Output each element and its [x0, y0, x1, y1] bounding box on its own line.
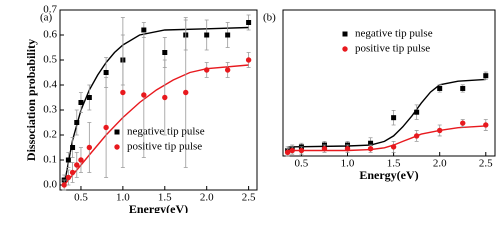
x-tick-label: 1.5: [387, 158, 401, 170]
point: [436, 127, 443, 134]
point: [141, 27, 147, 33]
point: [78, 157, 84, 163]
y-tick-label: 0.0: [43, 179, 57, 191]
y-tick-label: 0.5: [43, 54, 57, 66]
point: [162, 50, 168, 55]
point: [74, 120, 80, 125]
point: [86, 144, 93, 151]
fit-line: [63, 26, 249, 186]
point: [414, 109, 420, 115]
point: [69, 169, 76, 176]
point: [344, 146, 351, 152]
fit-line: [63, 64, 249, 186]
x-tick-label: 2.0: [200, 192, 214, 204]
plot-frame: [282, 9, 496, 157]
point: [204, 67, 210, 73]
point: [74, 162, 80, 168]
panel-label: (b): [263, 12, 276, 24]
y-axis-label: Dissociation probability: [24, 39, 38, 161]
point: [78, 100, 84, 105]
point: [86, 95, 92, 100]
point: [224, 67, 231, 73]
point: [65, 174, 72, 181]
point: [298, 147, 305, 154]
y-tick-label: 0.7: [43, 4, 57, 16]
point: [321, 146, 328, 152]
panel-label: (a): [40, 12, 53, 24]
x-tick-label: 2.0: [433, 158, 447, 170]
y-tick-label: 0.1: [43, 154, 57, 166]
y-tick-label: 0.4: [43, 79, 57, 91]
point: [367, 146, 374, 152]
legend-label: negative tip pulse: [355, 28, 433, 40]
x-tick-label: 1.0: [341, 158, 355, 170]
legend-marker: [342, 46, 348, 52]
x-tick-label: 2.5: [479, 158, 493, 170]
point: [289, 147, 295, 154]
point: [368, 140, 374, 146]
point: [103, 70, 109, 75]
x-tick-label: 0.5: [74, 192, 88, 204]
x-tick-label: 1.5: [158, 192, 172, 204]
y-tick-label: 0.6: [43, 29, 57, 41]
x-axis-label: Energy(eV): [359, 168, 418, 182]
legend-marker: [342, 31, 348, 37]
point: [70, 145, 76, 150]
point: [246, 20, 252, 25]
point: [483, 122, 489, 128]
y-tick-label: 0.2: [43, 129, 57, 141]
point: [162, 94, 168, 101]
point: [141, 92, 147, 98]
point: [183, 89, 189, 96]
x-tick-label: 0.5: [295, 158, 309, 170]
x-tick-label: 2.5: [242, 192, 256, 204]
point: [460, 85, 466, 91]
legend-label: positive tip pulse: [127, 141, 202, 153]
point: [61, 182, 67, 188]
fit-line: [287, 125, 486, 152]
fit-line: [287, 78, 486, 148]
point: [225, 32, 231, 38]
point: [391, 115, 397, 121]
y-tick-label: 0.3: [43, 104, 57, 116]
point: [483, 73, 489, 79]
point: [65, 157, 71, 163]
legend-marker: [114, 129, 120, 135]
point: [390, 144, 397, 150]
point: [413, 133, 420, 139]
x-axis-label: Energy(eV): [129, 202, 188, 213]
chart: 0.5 1.0 1.5 2.0 2.5 0.0 0.1 0.2 0.3 0.4 0.5 0.6 0.7 E…: [24, 4, 496, 213]
point: [103, 124, 109, 131]
legend-label: negative tip pulse: [127, 126, 205, 138]
legend-marker: [114, 144, 120, 150]
point: [437, 85, 443, 91]
plot-frame: [59, 9, 258, 191]
x-tick-label: 1.0: [116, 192, 130, 204]
point: [204, 32, 210, 38]
point: [460, 120, 466, 126]
point: [284, 149, 291, 156]
legend-label: positive tip pulse: [355, 43, 430, 55]
point: [245, 57, 252, 63]
point: [120, 89, 126, 96]
